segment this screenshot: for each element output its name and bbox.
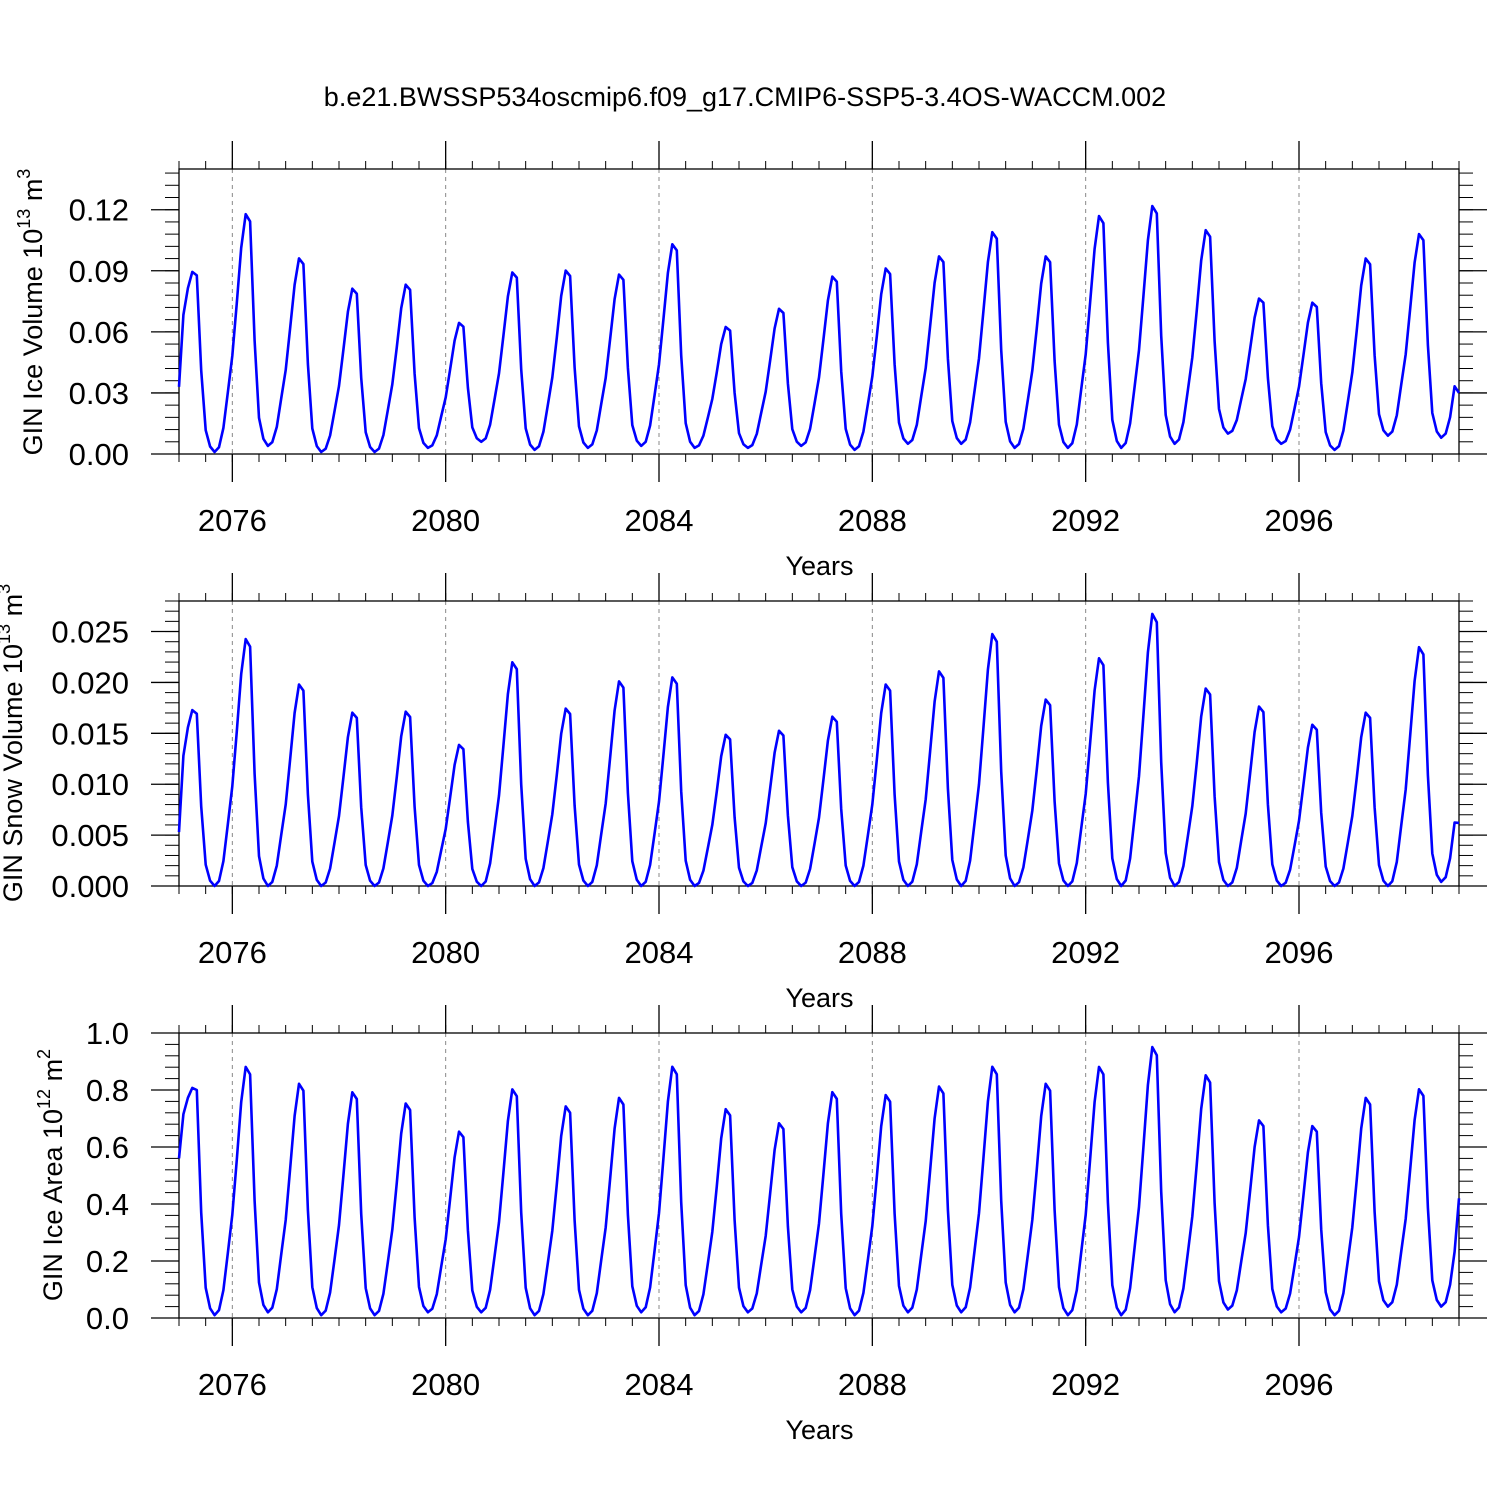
y-label-unit: m [38, 1059, 68, 1089]
x-tick-label: 2088 [838, 935, 907, 970]
y-label-unit-exponent: 2 [34, 1049, 54, 1059]
panel-ice-area: 2076 2080 2084 2088 2092 2096 0.0 0.2 0.4 0.6 0.8 1… [34, 1005, 1487, 1445]
y-tick-label: 0.00 [69, 437, 129, 472]
y-tick-label: 0.015 [51, 716, 129, 751]
y-tick-label: 0.4 [86, 1187, 129, 1222]
y-tick-label: 0.2 [86, 1244, 129, 1279]
x-tick-label: 2084 [625, 1367, 694, 1402]
plot-frame [178, 600, 1460, 887]
x-tick-label: 2096 [1265, 1367, 1334, 1402]
y-label-unit: m [18, 179, 48, 209]
y-label-exponent: 13 [14, 209, 34, 229]
x-tick-label: 2092 [1051, 503, 1120, 538]
figure-title: b.e21.BWSSP534oscmip6.f09_g17.CMIP6-SSP5… [324, 82, 1166, 112]
x-tick-label: 2084 [625, 935, 694, 970]
y-tick-label: 0.09 [69, 254, 129, 289]
y-label-unit: m [0, 594, 28, 624]
x-tick-label: 2080 [411, 935, 480, 970]
y-tick-label: 0.025 [51, 615, 129, 650]
y-tick-label: 0.005 [51, 818, 129, 853]
y-tick-label: 0.000 [51, 869, 129, 904]
y-tick-label: 0.0 [86, 1301, 129, 1336]
x-tick-label: 2092 [1051, 1367, 1120, 1402]
y-tick-label: 0.12 [69, 193, 129, 228]
x-axis-label: Years [785, 983, 853, 1013]
x-tick-label: 2076 [198, 1367, 267, 1402]
panel-snow-volume: 2076 2080 2084 2088 2092 2096 0.000 0.005 0.010 0… [0, 573, 1487, 1013]
y-label-base: GIN Ice Volume 10 [18, 229, 48, 456]
y-tick-label: 0.8 [86, 1073, 129, 1108]
series-line [177, 204, 1461, 454]
panel-ice-volume: 2076 2080 2084 2088 2092 2096 0.00 0.03 0.06 0.09… [14, 141, 1487, 581]
x-tick-label: 2096 [1265, 935, 1334, 970]
series-line [177, 1045, 1461, 1317]
plot-frame [178, 1032, 1460, 1319]
x-tick-label: 2076 [198, 503, 267, 538]
y-label-unit-exponent: 3 [0, 584, 14, 594]
y-axis-label: GIN Ice Volume 1013 m3 [14, 169, 48, 456]
y-tick-label: 0.010 [51, 767, 129, 802]
x-tick-label: 2092 [1051, 935, 1120, 970]
x-tick-label: 2096 [1265, 503, 1334, 538]
y-label-exponent: 12 [34, 1089, 54, 1109]
x-tick-label: 2080 [411, 1367, 480, 1402]
y-label-base: GIN Ice Area 10 [38, 1109, 68, 1301]
y-tick-label: 0.03 [69, 376, 129, 411]
x-axis-label: Years [785, 1415, 853, 1445]
y-tick-label: 0.020 [51, 665, 129, 700]
series-line [177, 612, 1460, 888]
y-label-exponent: 13 [0, 624, 14, 644]
x-tick-label: 2088 [838, 1367, 907, 1402]
x-tick-label: 2084 [625, 503, 694, 538]
y-tick-label: 1.0 [86, 1016, 129, 1051]
x-tick-label: 2080 [411, 503, 480, 538]
x-tick-label: 2088 [838, 503, 907, 538]
x-tick-label: 2076 [198, 935, 267, 970]
y-axis-label: GIN Snow Volume 1013 m3 [0, 584, 28, 902]
y-tick-label: 0.6 [86, 1130, 129, 1165]
y-label-base: GIN Snow Volume 10 [0, 644, 28, 902]
y-label-unit-exponent: 3 [14, 169, 34, 179]
y-axis-label: GIN Ice Area 1012 m2 [34, 1049, 68, 1301]
x-axis-label: Years [785, 551, 853, 581]
y-tick-label: 0.06 [69, 315, 129, 350]
plot-frame [178, 168, 1460, 455]
